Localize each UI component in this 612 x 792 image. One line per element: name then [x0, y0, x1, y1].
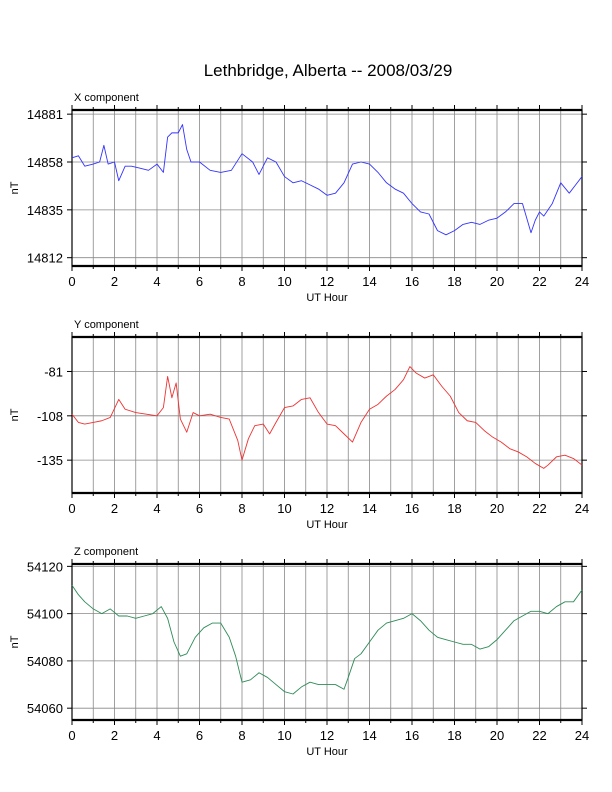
x-tick-label: 6 [196, 728, 203, 743]
x-tick-label: 22 [532, 274, 546, 289]
y-tick-label: 14881 [27, 107, 63, 122]
x-tick-label: 12 [320, 501, 334, 516]
panel-x-component: 0 2 4 6 8 10 12 14 16 18 20 22 241481214835148581488… [9, 92, 589, 304]
x-tick-label: 14 [362, 728, 376, 743]
x-tick-label: 2 [111, 728, 118, 743]
x-tick-label: 22 [532, 501, 546, 516]
x-tick-label: 18 [447, 728, 461, 743]
x-tick-label: 0 [68, 501, 75, 516]
x-tick-label: 16 [405, 728, 419, 743]
x-tick-label: 4 [153, 728, 160, 743]
x-tick-label: 6 [196, 274, 203, 289]
x-tick-label: 24 [575, 501, 589, 516]
x-tick-label: 16 [405, 274, 419, 289]
x-tick-label: 8 [238, 501, 245, 516]
y-tick-label: 14858 [27, 155, 63, 170]
x-tick-label: 0 [68, 728, 75, 743]
y-tick-label: 54100 [27, 607, 63, 622]
x-tick-label: 10 [277, 501, 291, 516]
x-tick-label: 8 [238, 728, 245, 743]
y-tick-label: 54060 [27, 701, 63, 716]
series-line-x-component [71, 124, 583, 236]
y-axis-label: nT [9, 408, 21, 421]
x-tick-label: 6 [196, 501, 203, 516]
y-tick-label: 54120 [27, 559, 63, 574]
y-tick-label: -108 [37, 409, 63, 424]
y-tick-label: -135 [37, 453, 63, 468]
series-line-z-component [71, 585, 583, 695]
y-tick-label: 54080 [27, 654, 63, 669]
component-label: Z component [74, 546, 138, 558]
x-tick-label: 18 [447, 501, 461, 516]
x-axis-label: UT Hour [306, 292, 348, 304]
x-tick-label: 18 [447, 274, 461, 289]
x-tick-label: 2 [111, 274, 118, 289]
y-tick-label: 14835 [27, 203, 63, 218]
x-tick-label: 8 [238, 274, 245, 289]
series-line-y-component [71, 366, 583, 469]
panel-z-component: 0 2 4 6 8 10 12 14 16 18 20 22 245406054080541005412… [9, 546, 589, 758]
y-tick-label: -81 [44, 364, 63, 379]
chart-title: Lethbridge, Alberta -- 2008/03/29 [204, 61, 453, 80]
panels-group: 0 2 4 6 8 10 12 14 16 18 20 22 241481214835148581488… [9, 92, 589, 758]
x-tick-label: 24 [575, 274, 589, 289]
x-tick-label: 10 [277, 728, 291, 743]
x-tick-label: 12 [320, 274, 334, 289]
x-tick-label: 4 [153, 501, 160, 516]
y-tick-label: 14812 [27, 251, 63, 266]
x-tick-label: 20 [490, 274, 504, 289]
x-tick-label: 14 [362, 274, 376, 289]
component-label: X component [74, 92, 139, 104]
x-tick-label: 10 [277, 274, 291, 289]
x-tick-label: 0 [68, 274, 75, 289]
x-tick-label: 20 [490, 501, 504, 516]
y-axis-label: nT [9, 635, 21, 648]
x-tick-label: 2 [111, 501, 118, 516]
x-axis-label: UT Hour [306, 519, 348, 531]
x-tick-label: 22 [532, 728, 546, 743]
x-tick-label: 14 [362, 501, 376, 516]
x-tick-label: 12 [320, 728, 334, 743]
x-axis-label: UT Hour [306, 746, 348, 758]
y-axis-label: nT [9, 181, 21, 194]
x-tick-label: 24 [575, 728, 589, 743]
x-tick-label: 20 [490, 728, 504, 743]
x-tick-label: 16 [405, 501, 419, 516]
component-label: Y component [74, 319, 139, 331]
x-tick-label: 4 [153, 274, 160, 289]
